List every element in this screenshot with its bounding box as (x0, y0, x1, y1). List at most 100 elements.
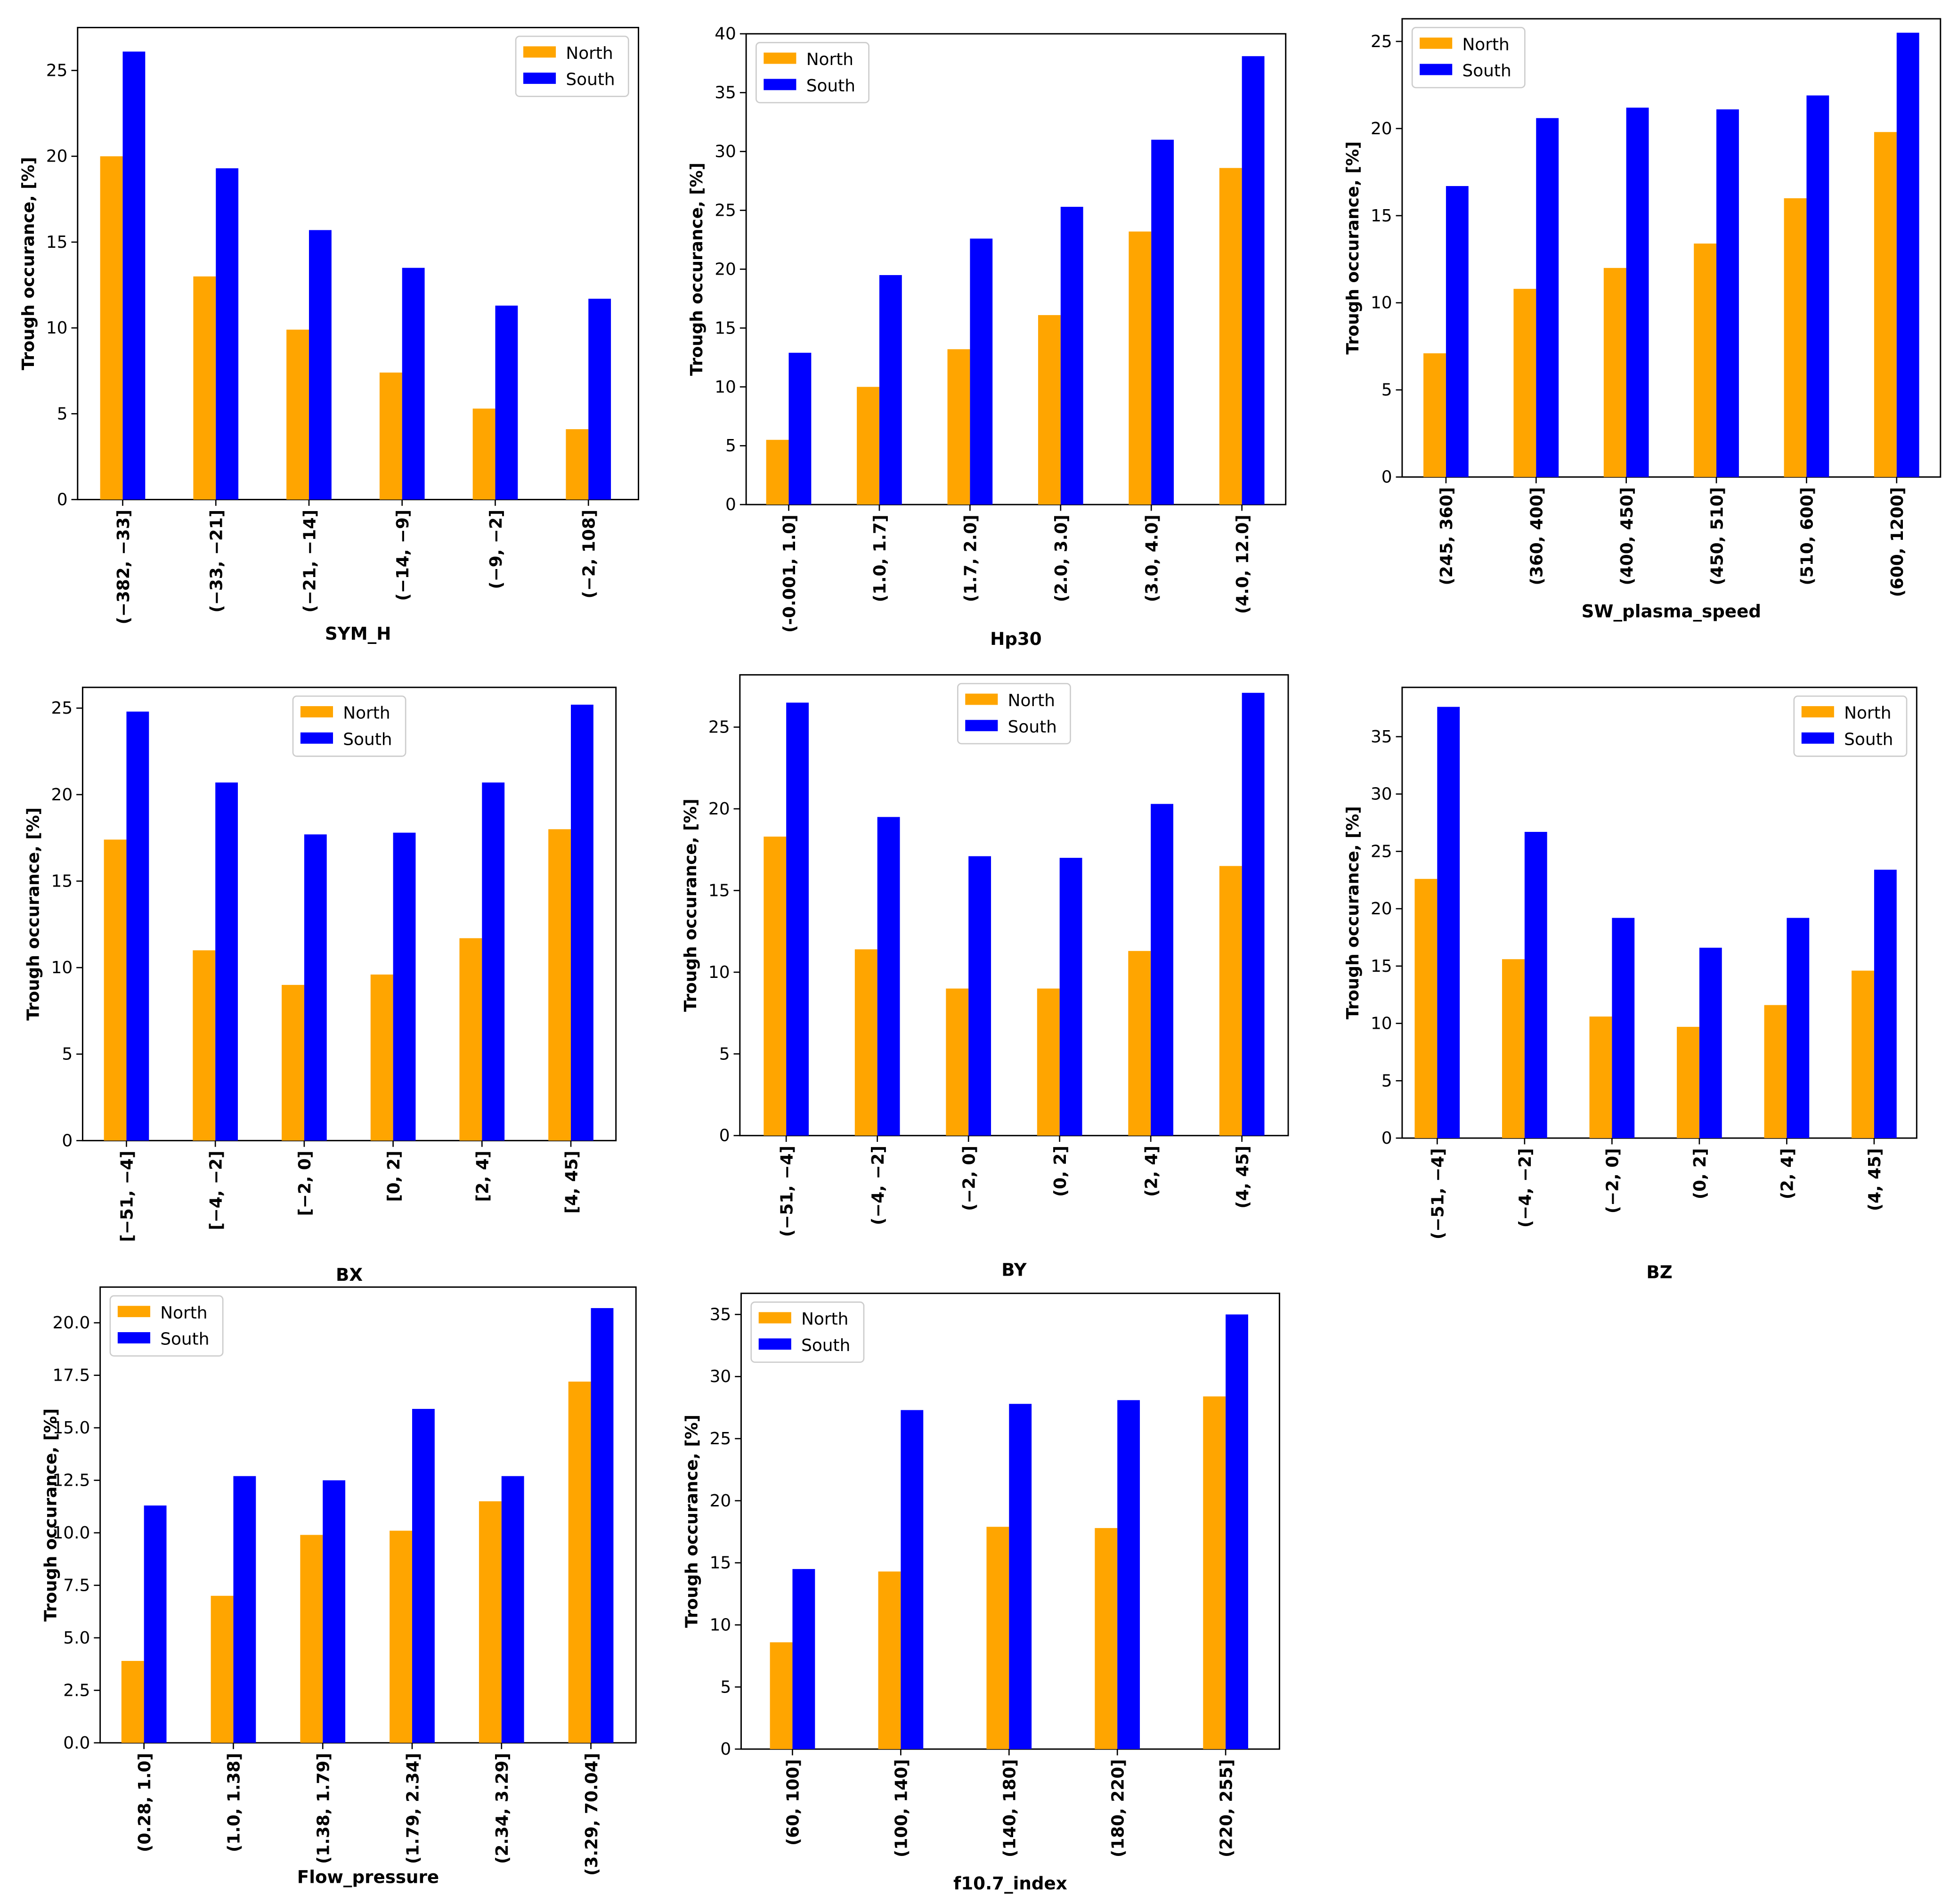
bar-north (1764, 1005, 1787, 1139)
y-tick-label: 25 (708, 718, 730, 737)
y-tick-label: 5 (719, 1044, 730, 1064)
plot-frame (77, 27, 640, 500)
y-axis-label: Trough occurance, [%] (41, 1408, 61, 1622)
y-tick-label: 15 (46, 233, 68, 252)
legend-swatch-south (758, 1338, 791, 1350)
plot-frame (745, 33, 1287, 505)
bar-south (1699, 947, 1722, 1139)
y-tick-label: 20 (46, 147, 68, 166)
bar-south (1536, 118, 1559, 477)
legend-swatch-north (758, 1312, 791, 1324)
bar-north (1852, 970, 1874, 1139)
legend-label-south: South (566, 70, 615, 90)
x-tick-label: (180, 220] (1108, 1759, 1128, 1857)
x-axis-label: SW_plasma_speed (1582, 601, 1761, 621)
chart-7: 0.0 2.5 5.0 7.5 10.0 12.5 15.0 17.5 20.0 (0.28, 1… (41, 1286, 637, 1888)
bar-north (1784, 198, 1807, 477)
bar-south (304, 834, 327, 1141)
legend-label-north: North (1008, 691, 1055, 710)
legend-swatch-south (300, 732, 333, 744)
bar-north (857, 387, 879, 505)
bar-north (479, 1501, 502, 1743)
legend-label-north: North (566, 44, 613, 63)
y-tick-label: 20 (708, 799, 730, 819)
bar-south (588, 299, 611, 500)
bar-north (1038, 315, 1061, 505)
bar-south (1059, 858, 1082, 1136)
x-tick-label: (360, 400] (1527, 487, 1547, 586)
legend-label-north: North (343, 704, 390, 723)
y-tick-label: 20 (715, 260, 736, 279)
bar-south (786, 702, 809, 1136)
y-tick-label: 5.0 (63, 1628, 90, 1648)
bar-north (986, 1527, 1009, 1749)
y-tick-label: 5 (725, 436, 736, 456)
bar-south (1242, 692, 1265, 1136)
bar-south (1437, 707, 1460, 1139)
y-tick-label: 25 (710, 1429, 731, 1448)
y-tick-label: 25 (1371, 842, 1392, 861)
bar-north (566, 429, 589, 500)
bar-south (792, 1569, 815, 1749)
y-tick-label: 5 (1381, 1071, 1392, 1090)
legend-label-south: South (1844, 730, 1893, 749)
bar-north (946, 988, 969, 1136)
bar-north (104, 839, 127, 1141)
bar-south (877, 817, 900, 1136)
bar-north (282, 985, 304, 1141)
legend-label-north: North (1844, 704, 1891, 723)
bar-north (193, 950, 216, 1141)
bar-south (233, 1476, 256, 1743)
bar-south (1060, 207, 1083, 505)
legend-swatch-south (764, 79, 796, 90)
x-tick-label: (−2, 108] (580, 510, 599, 599)
y-tick-label: 35 (710, 1305, 731, 1324)
y-tick-label: 17.5 (52, 1366, 90, 1385)
bar-south (970, 238, 993, 505)
x-tick-label: (3.0, 4.0] (1143, 514, 1162, 602)
bar-north (1219, 168, 1242, 505)
legend-label-south: South (806, 76, 855, 96)
bar-south (1117, 1400, 1140, 1749)
y-tick-label: 0 (1381, 1129, 1392, 1148)
legend-label-south: South (1462, 61, 1511, 81)
plot-frame (99, 1286, 637, 1744)
bar-north (770, 1642, 793, 1749)
x-tick-label: (4, 45] (1865, 1148, 1885, 1211)
bar-north (1423, 353, 1446, 477)
bar-north (390, 1530, 412, 1743)
y-tick-label: 0 (719, 1126, 730, 1146)
x-tick-label: (100, 140] (892, 1759, 911, 1857)
x-tick-label: (0.28, 1.0] (135, 1753, 154, 1852)
y-axis-label: Trough occurance, [%] (681, 798, 700, 1012)
y-tick-label: 20.0 (52, 1313, 90, 1333)
y-tick-label: 20 (1371, 119, 1392, 138)
x-tick-label: (−2, 0] (1603, 1148, 1623, 1213)
bar-south (1716, 109, 1739, 477)
x-axis-label: BY (1001, 1259, 1027, 1280)
legend-swatch-south (1420, 64, 1453, 75)
x-tick-label: (0, 2] (1690, 1148, 1710, 1199)
bar-north (1129, 231, 1152, 505)
y-tick-label: 15 (1371, 206, 1392, 226)
legend-label-south: South (1008, 717, 1057, 737)
x-axis-label: BX (336, 1264, 363, 1285)
bar-north (300, 1535, 323, 1743)
bar-south (501, 1476, 524, 1743)
y-tick-label: 15 (708, 881, 730, 900)
bar-north (1219, 866, 1242, 1136)
legend: North South (292, 695, 406, 757)
bar-south (1242, 56, 1265, 505)
bar-north (766, 439, 789, 505)
y-axis-label: Trough occurance, [%] (1343, 141, 1363, 355)
bar-south (482, 782, 505, 1141)
plot-frame (81, 686, 617, 1141)
legend: North South (515, 35, 629, 97)
bar-north (379, 372, 402, 500)
legend-label-north: North (801, 1310, 848, 1329)
x-tick-label: (2, 4] (1142, 1146, 1161, 1197)
bar-south (968, 856, 991, 1136)
bar-north (286, 329, 309, 500)
legend-swatch-north (1420, 37, 1453, 49)
